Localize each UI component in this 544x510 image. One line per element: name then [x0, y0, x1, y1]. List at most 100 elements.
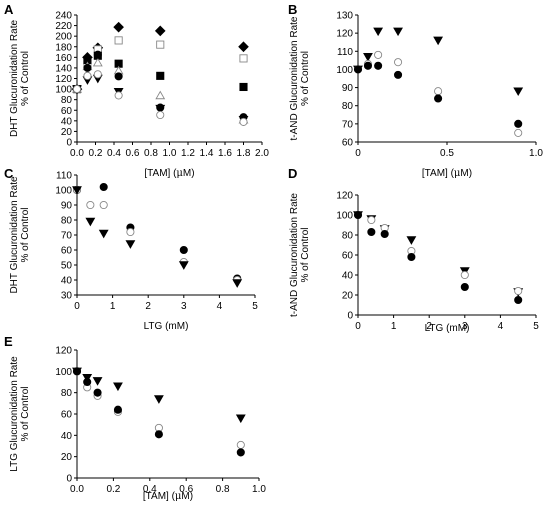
x-axis-label: LTG (mM) — [425, 323, 470, 334]
y-tick-label: 160 — [55, 53, 72, 64]
data-point — [514, 295, 523, 305]
x-tick-label: 5 — [533, 321, 539, 332]
panel-e: E 0 20 40 60 80 100 120 0.0 0.2 0.4 0.6 0.8 1.0 [TAM] … — [4, 334, 266, 502]
data-point — [374, 61, 383, 70]
y-tick-label: 130 — [336, 11, 353, 22]
series-circle-filled — [72, 367, 245, 457]
data-point — [353, 65, 363, 74]
y-tick-label: 60 — [342, 138, 354, 149]
data-point — [238, 41, 249, 53]
data-point — [406, 236, 417, 245]
y-tick-label: 30 — [61, 291, 73, 302]
x-axis-label: [TAM] (μM) — [143, 491, 193, 502]
y-tick-label: 20 — [342, 291, 354, 302]
data-point — [367, 215, 376, 225]
series-triangle-down-filled — [353, 211, 524, 297]
data-point — [86, 200, 95, 210]
y-tick-label: 20 — [61, 127, 73, 138]
x-tick-label: 4 — [498, 321, 504, 332]
data-point — [433, 36, 444, 46]
y-tick-label: 120 — [336, 29, 353, 40]
data-point — [72, 367, 82, 376]
x-axis-label: LTG (mM) — [144, 321, 189, 332]
y-axis-label-line2: % of Control — [20, 51, 31, 106]
data-point — [153, 395, 164, 404]
data-point — [393, 27, 403, 37]
data-point — [393, 58, 403, 67]
y-tick-label: 60 — [61, 410, 73, 421]
y-tick-label: 180 — [55, 42, 72, 53]
data-point — [113, 21, 124, 33]
x-tick-label: 5 — [252, 301, 258, 312]
y-tick-label: 110 — [56, 171, 72, 182]
y-tick-label: 80 — [61, 216, 73, 227]
y-tick-label: 70 — [61, 231, 73, 242]
y-tick-label: 0 — [347, 311, 353, 322]
data-point — [434, 87, 443, 96]
x-tick-label: 1 — [110, 301, 116, 312]
x-tick-label: 2 — [145, 301, 151, 312]
data-point — [156, 71, 165, 80]
x-tick-label: 3 — [181, 301, 187, 312]
data-point — [178, 261, 189, 270]
y-tick-label: 20 — [61, 452, 73, 463]
y-tick-label: 140 — [55, 63, 72, 74]
y-tick-label: 220 — [55, 21, 72, 32]
panel-letter: D — [288, 166, 297, 181]
data-point — [85, 217, 96, 227]
data-point — [239, 117, 248, 126]
panel-b: B 60 70 80 90 100 110 120 130 0 0.5 1.0 [TAM] (μM) t-… — [288, 2, 543, 179]
data-point — [155, 104, 166, 114]
data-point — [98, 229, 109, 239]
y-tick-label: 200 — [55, 32, 72, 43]
data-point — [114, 72, 123, 81]
data-point — [353, 210, 363, 220]
x-tick-label: 1 — [391, 321, 397, 332]
panel-d: D 0 20 40 60 80 100 120 0 1 2 3 4 5 LTG (mM) t-AND Gluc… — [288, 166, 539, 334]
data-point — [513, 87, 524, 97]
y-tick-label: 80 — [342, 231, 354, 242]
y-tick-label: 90 — [61, 201, 73, 212]
x-tick-label: 2.0 — [255, 148, 269, 159]
y-axis-label-line1: t-AND Glucuronidation Rate — [289, 193, 300, 317]
data-point — [239, 54, 248, 63]
x-tick-label: 0.2 — [106, 484, 120, 495]
y-tick-label: 100 — [336, 65, 353, 76]
series-circle-open — [353, 210, 523, 296]
panel-letter: A — [4, 2, 14, 17]
data-point — [93, 70, 102, 79]
data-point — [83, 63, 92, 72]
data-point — [363, 52, 373, 62]
data-point — [236, 448, 245, 457]
x-tick-label: 0 — [355, 148, 361, 159]
y-tick-label: 0 — [66, 474, 72, 485]
data-point — [367, 227, 376, 237]
series-circle-filled — [353, 210, 523, 305]
x-tick-label: 1.0 — [252, 484, 266, 495]
y-tick-label: 100 — [336, 211, 353, 222]
data-point — [514, 119, 523, 128]
x-axis-label: [TAM] (μM) — [422, 168, 472, 179]
y-tick-label: 60 — [342, 251, 354, 262]
y-tick-label: 40 — [61, 116, 73, 127]
y-axis-label-line2: % of Control — [300, 227, 311, 282]
x-tick-label: 0.4 — [143, 484, 157, 495]
x-tick-label: 0.6 — [179, 484, 193, 495]
x-tick-label: 0.5 — [440, 148, 454, 159]
y-tick-label: 100 — [55, 85, 72, 96]
data-point — [72, 186, 82, 195]
x-tick-label: 0.4 — [107, 148, 121, 159]
data-point — [83, 71, 92, 80]
x-tick-label: 1.0 — [529, 148, 543, 159]
data-point — [460, 282, 469, 292]
data-point — [374, 50, 383, 59]
data-point — [514, 128, 523, 137]
y-tick-label: 120 — [55, 346, 72, 357]
y-axis-label-line1: DHT Glucuronidation Rate — [9, 176, 20, 294]
data-point — [113, 382, 123, 392]
panel-letter: B — [288, 2, 297, 17]
data-point — [363, 61, 373, 70]
